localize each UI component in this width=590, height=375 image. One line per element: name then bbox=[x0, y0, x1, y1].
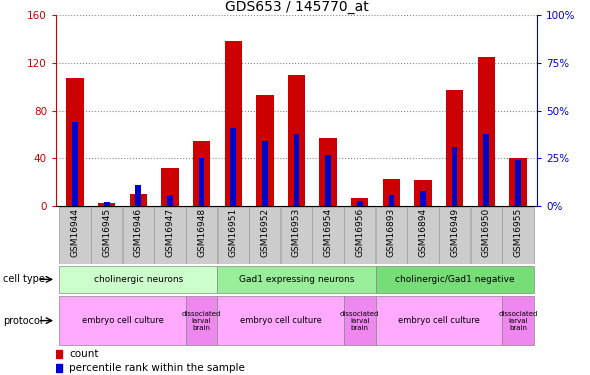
Bar bbox=[288, 75, 305, 206]
FancyBboxPatch shape bbox=[376, 207, 407, 264]
FancyBboxPatch shape bbox=[281, 207, 312, 264]
Text: GSM16947: GSM16947 bbox=[165, 208, 175, 257]
Text: GSM16945: GSM16945 bbox=[102, 208, 111, 257]
Bar bbox=[98, 202, 116, 206]
FancyBboxPatch shape bbox=[60, 207, 91, 264]
Bar bbox=[351, 198, 368, 206]
Bar bbox=[294, 134, 299, 206]
FancyBboxPatch shape bbox=[217, 266, 376, 293]
Bar bbox=[414, 180, 432, 206]
Bar bbox=[325, 154, 331, 206]
Bar bbox=[56, 350, 63, 358]
Bar bbox=[104, 202, 110, 206]
Bar bbox=[477, 57, 495, 206]
Text: GSM16894: GSM16894 bbox=[418, 208, 428, 257]
Bar bbox=[56, 364, 63, 372]
Text: GSM16950: GSM16950 bbox=[482, 208, 491, 257]
FancyBboxPatch shape bbox=[471, 207, 502, 264]
Bar bbox=[230, 128, 236, 206]
Text: GSM16953: GSM16953 bbox=[292, 208, 301, 257]
Text: Gad1 expressing neurons: Gad1 expressing neurons bbox=[239, 275, 354, 284]
FancyBboxPatch shape bbox=[439, 207, 470, 264]
Bar bbox=[130, 194, 147, 206]
FancyBboxPatch shape bbox=[502, 207, 533, 264]
Bar bbox=[72, 122, 78, 206]
Bar bbox=[256, 95, 274, 206]
Bar bbox=[319, 138, 337, 206]
Bar bbox=[509, 158, 527, 206]
Bar bbox=[225, 41, 242, 206]
Text: protocol: protocol bbox=[3, 316, 42, 326]
Bar bbox=[446, 90, 463, 206]
FancyBboxPatch shape bbox=[313, 207, 344, 264]
FancyBboxPatch shape bbox=[186, 296, 217, 345]
Text: GSM16952: GSM16952 bbox=[260, 208, 270, 257]
FancyBboxPatch shape bbox=[376, 266, 534, 293]
Text: GSM16951: GSM16951 bbox=[229, 208, 238, 257]
Text: GSM16954: GSM16954 bbox=[323, 208, 333, 257]
Bar bbox=[193, 141, 210, 206]
Bar bbox=[389, 195, 394, 206]
Text: percentile rank within the sample: percentile rank within the sample bbox=[69, 363, 245, 373]
FancyBboxPatch shape bbox=[217, 296, 344, 345]
Text: count: count bbox=[69, 349, 99, 359]
Bar bbox=[383, 179, 400, 206]
Text: GSM16956: GSM16956 bbox=[355, 208, 364, 257]
Text: GSM16948: GSM16948 bbox=[197, 208, 206, 257]
Text: GSM16946: GSM16946 bbox=[134, 208, 143, 257]
FancyBboxPatch shape bbox=[502, 296, 534, 345]
Text: cholinergic/Gad1 negative: cholinergic/Gad1 negative bbox=[395, 275, 514, 284]
FancyBboxPatch shape bbox=[59, 266, 217, 293]
Text: GSM16893: GSM16893 bbox=[387, 208, 396, 257]
FancyBboxPatch shape bbox=[123, 207, 154, 264]
FancyBboxPatch shape bbox=[59, 296, 186, 345]
Bar bbox=[167, 195, 173, 206]
Bar bbox=[515, 160, 521, 206]
Bar bbox=[483, 134, 489, 206]
Text: embryo cell culture: embryo cell culture bbox=[240, 316, 322, 325]
FancyBboxPatch shape bbox=[376, 296, 502, 345]
Bar bbox=[357, 201, 363, 206]
FancyBboxPatch shape bbox=[344, 207, 375, 264]
FancyBboxPatch shape bbox=[91, 207, 122, 264]
Bar bbox=[262, 141, 268, 206]
FancyBboxPatch shape bbox=[186, 207, 217, 264]
Text: GSM16949: GSM16949 bbox=[450, 208, 459, 257]
FancyBboxPatch shape bbox=[249, 207, 280, 264]
Bar bbox=[66, 78, 84, 206]
FancyBboxPatch shape bbox=[154, 207, 186, 264]
Text: embryo cell culture: embryo cell culture bbox=[81, 316, 163, 325]
FancyBboxPatch shape bbox=[218, 207, 249, 264]
Text: GSM16944: GSM16944 bbox=[71, 208, 80, 257]
Title: GDS653 / 145770_at: GDS653 / 145770_at bbox=[225, 0, 368, 14]
Bar bbox=[136, 185, 141, 206]
Text: cell type: cell type bbox=[3, 274, 45, 284]
Bar bbox=[161, 168, 179, 206]
Bar bbox=[199, 158, 204, 206]
Text: GSM16955: GSM16955 bbox=[513, 208, 522, 257]
FancyBboxPatch shape bbox=[344, 296, 376, 345]
FancyBboxPatch shape bbox=[407, 207, 439, 264]
Text: embryo cell culture: embryo cell culture bbox=[398, 316, 480, 325]
Bar bbox=[452, 147, 457, 206]
Text: cholinergic neurons: cholinergic neurons bbox=[94, 275, 183, 284]
Text: dissociated
larval
brain: dissociated larval brain bbox=[182, 310, 221, 331]
Text: dissociated
larval
brain: dissociated larval brain bbox=[340, 310, 379, 331]
Text: dissociated
larval
brain: dissociated larval brain bbox=[498, 310, 537, 331]
Bar bbox=[420, 191, 426, 206]
